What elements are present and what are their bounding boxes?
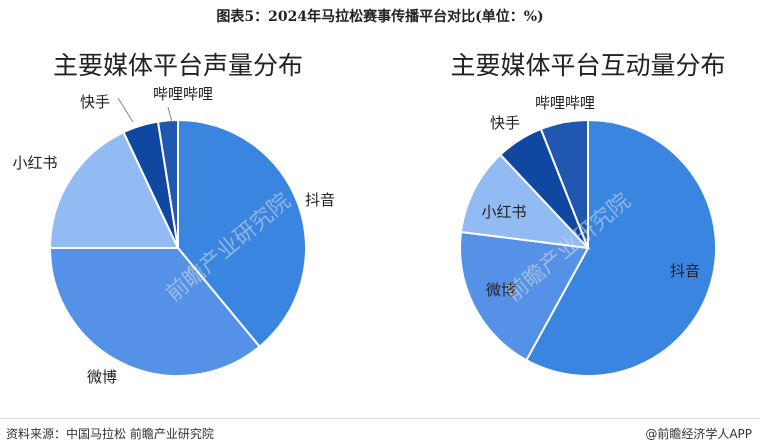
pie-slice — [459, 153, 591, 250]
pie-slice — [459, 230, 590, 362]
slice-label: 微博 — [486, 281, 516, 299]
brand-text: @前瞻经济学人APP — [645, 427, 752, 441]
leader-line — [167, 106, 173, 123]
pie-panel-interaction: 主要媒体平台互动量分布 抖音 微博 小红书 快手 哔哩哔哩 前瞻产业研究院 — [380, 30, 760, 415]
chart-title: 主要媒体平台声量分布 — [53, 51, 303, 80]
slice-label: 小红书 — [481, 203, 526, 221]
pie-panel-volume: 主要媒体平台声量分布 抖音 微博 小红书 快手 哔哩哔哩 前瞻产业研究院 — [0, 30, 380, 415]
slices-group — [48, 118, 307, 377]
footer: 资料来源：中国马拉松 前瞻产业研究院 @前瞻经济学人APP — [0, 418, 760, 445]
figure-title: 图表5：2024年马拉松赛事传播平台对比(单位：%) — [216, 9, 544, 25]
pie-slice — [48, 130, 180, 249]
slice-label: 快手 — [490, 114, 520, 132]
leader-line — [117, 97, 134, 123]
source-text: 资料来源：中国马拉松 前瞻产业研究院 — [6, 427, 214, 441]
slice-label: 微博 — [87, 368, 117, 386]
slice-label: 抖音 — [670, 262, 700, 280]
slice-label: 小红书 — [12, 154, 57, 172]
slice-label: 快手 — [80, 93, 110, 111]
slice-label: 哔哩哔哩 — [153, 85, 213, 103]
pie-slice — [156, 118, 179, 249]
pie-slice — [177, 118, 307, 349]
slices-group — [459, 118, 717, 377]
pie-slice — [48, 247, 261, 377]
chart-title: 主要媒体平台互动量分布 — [450, 51, 725, 80]
pie-slice — [539, 118, 589, 249]
pie-slice — [524, 118, 717, 377]
slice-label: 抖音 — [305, 191, 335, 209]
slice-label: 哔哩哔哩 — [535, 94, 595, 112]
